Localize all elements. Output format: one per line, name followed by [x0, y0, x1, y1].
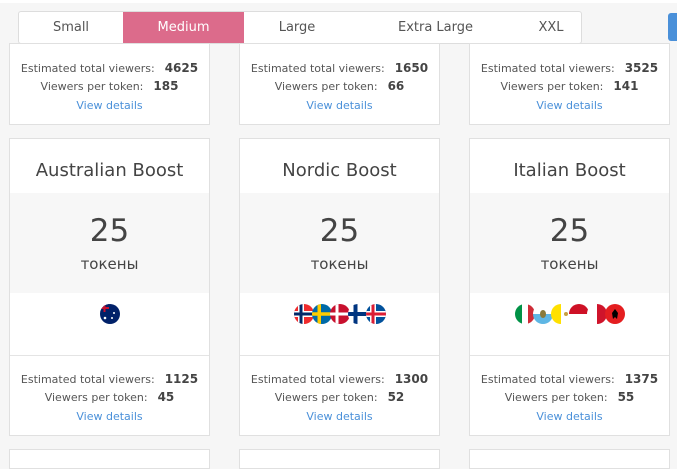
total-viewers-label: Estimated total viewers: [250, 62, 385, 75]
flag-australia-icon [99, 304, 120, 324]
viewers-per-token-row: Viewers per token: 45 [10, 388, 209, 406]
header-strip [0, 0, 677, 3]
view-details-link[interactable]: View details [306, 99, 373, 112]
view-details-link[interactable]: View details [306, 410, 373, 423]
viewers-per-token-value: 141 [613, 79, 639, 93]
flag-vatican-icon [550, 304, 571, 324]
stats: Estimated total viewers: 1125 Viewers per… [10, 356, 209, 423]
flag-norway-icon [293, 304, 314, 324]
viewers-per-token-row: Viewers per token: 55 [470, 388, 669, 406]
price-block: 25 токены [10, 193, 209, 293]
view-details-link[interactable]: View details [76, 410, 143, 423]
viewers-per-token-label: Viewers per token: [504, 391, 608, 404]
total-viewers-row: Estimated total viewers: 1650 [240, 59, 439, 77]
viewers-per-token-value: 66 [387, 79, 405, 93]
viewers-per-token-value: 185 [153, 79, 179, 93]
total-viewers-row: Estimated total viewers: 1375 [470, 370, 669, 388]
viewers-per-token-label: Viewers per token: [500, 80, 604, 93]
viewers-per-token-row: Viewers per token: 52 [240, 388, 439, 406]
total-viewers-label: Estimated total viewers: [20, 373, 155, 386]
package-card[interactable]: Italian Boost 25 токены Estimated total v… [469, 138, 670, 436]
total-viewers-label: Estimated total viewers: [480, 62, 615, 75]
package-card: Estimated total viewers: 3525 Viewers per… [469, 43, 670, 125]
package-card [239, 449, 440, 469]
price-block: 25 токены [240, 193, 439, 293]
total-viewers-label: Estimated total viewers: [480, 373, 615, 386]
flag-san-marino-icon [532, 304, 553, 324]
total-viewers-label: Estimated total viewers: [20, 62, 155, 75]
action-button[interactable] [668, 13, 677, 41]
viewers-per-token-label: Viewers per token: [40, 80, 144, 93]
stats: Estimated total viewers: 1300 Viewers per… [240, 356, 439, 423]
viewers-per-token-value: 55 [617, 390, 635, 404]
stats: Estimated total viewers: 1650 Viewers per… [240, 44, 439, 112]
token-count: 25 [319, 213, 360, 249]
total-viewers-value: 1375 [624, 372, 659, 386]
viewers-per-token-row: Viewers per token: 141 [470, 77, 669, 95]
view-details-link[interactable]: View details [536, 410, 603, 423]
flag-sweden-icon [311, 304, 332, 324]
package-card: Estimated total viewers: 1650 Viewers per… [239, 43, 440, 125]
token-count: 25 [549, 213, 590, 249]
total-viewers-value: 3525 [624, 61, 659, 75]
package-title: Australian Boost [35, 160, 184, 181]
package-card[interactable]: Australian Boost 25 токены Estimated tota… [9, 138, 210, 436]
total-viewers-row: Estimated total viewers: 4625 [10, 59, 209, 77]
total-viewers-value: 4625 [164, 61, 199, 75]
package-card: Estimated total viewers: 4625 Viewers per… [9, 43, 210, 125]
flag-iceland-icon [365, 304, 386, 324]
viewers-per-token-label: Viewers per token: [274, 80, 378, 93]
flag-denmark-icon [329, 304, 350, 324]
tab-small[interactable]: Small [52, 20, 90, 35]
view-details-link[interactable]: View details [536, 99, 603, 112]
country-flags [10, 293, 209, 356]
total-viewers-value: 1300 [394, 372, 429, 386]
view-details-link[interactable]: View details [76, 99, 143, 112]
tab-extra-large[interactable]: Extra Large [397, 20, 474, 35]
token-count: 25 [89, 213, 130, 249]
flag-albania-icon [604, 304, 625, 324]
country-flags [240, 293, 439, 356]
total-viewers-value: 1125 [164, 372, 199, 386]
stats: Estimated total viewers: 3525 Viewers per… [470, 44, 669, 112]
token-unit: токены [540, 255, 599, 273]
price-block: 25 токены [470, 193, 669, 293]
package-title: Italian Boost [513, 160, 626, 181]
total-viewers-label: Estimated total viewers: [250, 373, 385, 386]
viewers-per-token-value: 52 [387, 390, 405, 404]
package-card [9, 449, 210, 469]
total-viewers-row: Estimated total viewers: 3525 [470, 59, 669, 77]
total-viewers-value: 1650 [394, 61, 429, 75]
tab-xxl[interactable]: XXL [538, 20, 564, 35]
country-flags [470, 293, 669, 356]
flag-monaco-icon [568, 304, 589, 324]
token-unit: токены [80, 255, 139, 273]
flag-finland-icon [347, 304, 368, 324]
viewers-per-token-row: Viewers per token: 185 [10, 77, 209, 95]
tab-medium[interactable]: Medium [123, 12, 244, 43]
package-card[interactable]: Nordic Boost 25 токены Estimated total vi… [239, 138, 440, 436]
stats: Estimated total viewers: 1375 Viewers per… [470, 356, 669, 423]
flag-malta-icon [586, 304, 607, 324]
token-unit: токены [310, 255, 369, 273]
viewers-per-token-label: Viewers per token: [44, 391, 148, 404]
tab-large[interactable]: Large [278, 20, 316, 35]
stats: Estimated total viewers: 4625 Viewers per… [10, 44, 209, 112]
package-title: Nordic Boost [282, 160, 397, 181]
total-viewers-row: Estimated total viewers: 1300 [240, 370, 439, 388]
flag-italy-icon [514, 304, 535, 324]
size-tabs: Small Medium Large Extra Large XXL [18, 11, 582, 44]
viewers-per-token-label: Viewers per token: [274, 391, 378, 404]
viewers-per-token-row: Viewers per token: 66 [240, 77, 439, 95]
viewers-per-token-value: 45 [157, 390, 175, 404]
total-viewers-row: Estimated total viewers: 1125 [10, 370, 209, 388]
package-card [469, 449, 670, 469]
